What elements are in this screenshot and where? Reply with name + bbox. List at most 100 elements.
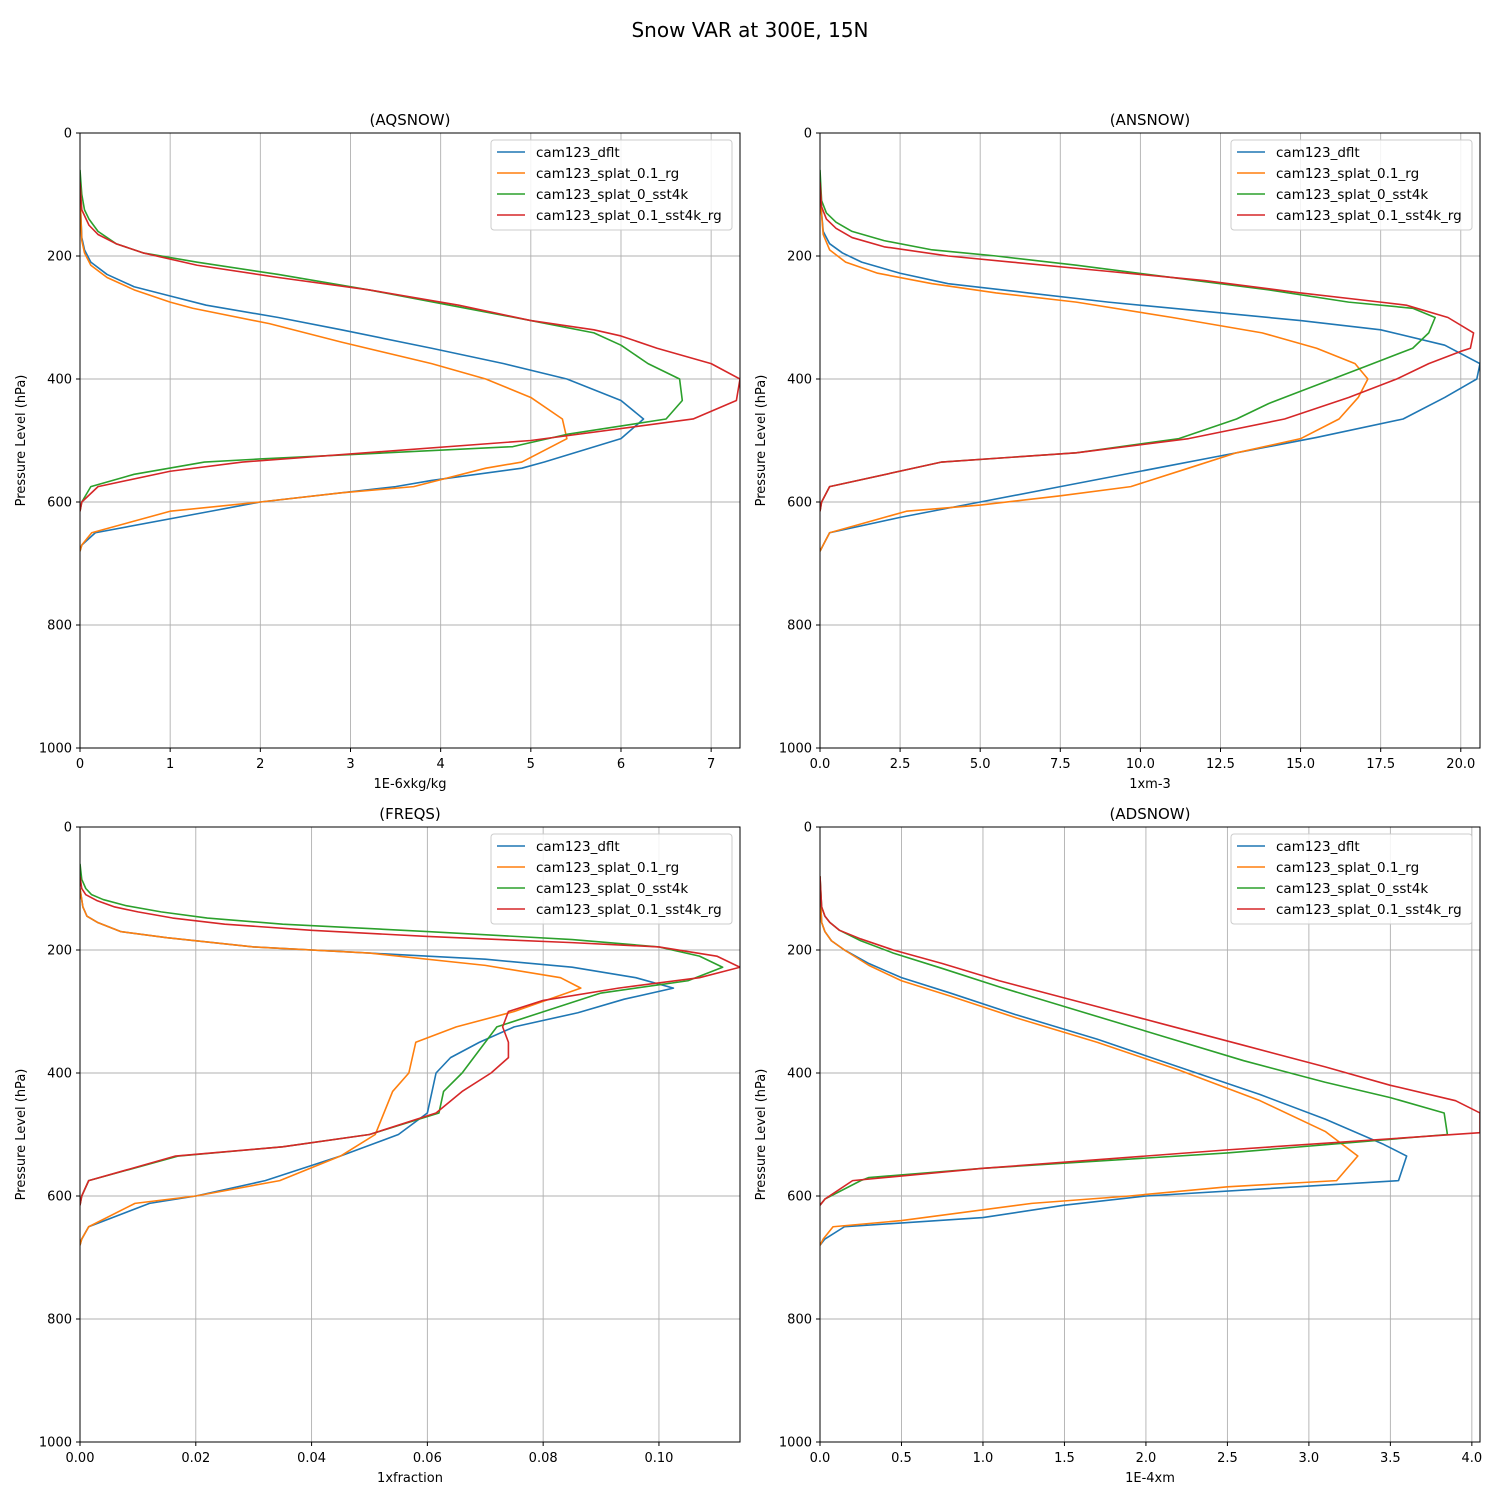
y-axis-label: Pressure Level (hPa) [14,1069,29,1201]
y-tick-label: 0 [804,127,812,142]
x-axis-label: 1E-4xm [1125,1471,1175,1486]
legend: cam123_dflt cam123_splat_0.1_rg cam123_spl… [1230,833,1473,925]
legend-box [1230,833,1473,925]
x-tick-label: 3.5 [1380,1451,1401,1466]
legend-label: cam123_splat_0_sst4k [1276,187,1428,203]
y-axis-label: Pressure Level (hPa) [14,375,29,507]
x-tick-label: 7 [707,757,715,772]
y-tick-label: 400 [47,373,72,388]
legend-label: cam123_dflt [1276,145,1360,161]
legend-label: cam123_splat_0.1_sst4k_rg [536,902,722,918]
y-axis-label: Pressure Level (hPa) [754,1069,769,1201]
series-line-cam123-splat-0-1-rg [80,888,582,1246]
panel-title: (FREQS) [379,805,441,823]
series-line-cam123-splat-0-1-sst4k-rg [80,876,740,1206]
y-tick-label: 800 [787,619,812,634]
y-tick-label: 800 [47,1313,72,1328]
y-tick-label: 400 [47,1067,72,1082]
legend-label: cam123_dflt [536,145,620,161]
panel-title: (ADSNOW) [1110,805,1191,823]
x-tick-label: 7.5 [1050,757,1071,772]
axes-frame [819,826,1481,1443]
y-tick-label: 0 [804,821,812,836]
legend-label: cam123_splat_0_sst4k [1276,881,1428,897]
x-tick-label: 2.5 [890,757,911,772]
x-axis-label: 1xfraction [377,1471,443,1486]
x-tick-label: 4 [437,757,445,772]
legend-label: cam123_splat_0.1_rg [1276,166,1419,182]
x-axis-label: 1xm-3 [1129,777,1171,792]
x-tick-label: 0 [76,757,84,772]
legend-label: cam123_splat_0.1_sst4k_rg [1276,902,1462,918]
y-tick-label: 800 [787,1313,812,1328]
legend-label: cam123_splat_0.1_sst4k_rg [1276,208,1462,224]
x-tick-label: 3 [346,757,354,772]
series-line-cam123-splat-0-sst4k [80,169,684,512]
y-tick-label: 600 [47,496,72,511]
y-tick-label: 0 [64,821,72,836]
x-tick-label: 2.5 [1217,1451,1238,1466]
x-tick-label: 0.04 [297,1451,326,1466]
panel-title: (AQSNOW) [370,111,451,129]
y-tick-label: 200 [47,944,72,959]
legend-label: cam123_splat_0.1_rg [1276,860,1419,876]
y-tick-label: 400 [787,373,812,388]
y-tick-label: 400 [787,1067,812,1082]
x-tick-label: 6 [617,757,625,772]
x-tick-label: 0.00 [66,1451,95,1466]
x-tick-label: 0.0 [810,1451,831,1466]
x-tick-label: 1.5 [1054,1451,1075,1466]
x-tick-label: 15.0 [1286,757,1315,772]
y-tick-label: 600 [47,1190,72,1205]
legend-box [490,833,733,925]
panel-aqsnow: 0 1 2 3 4 5 6 7 0 200 400 600 800 1000 (AQSNOW) 1E-6xkg… [14,111,741,792]
legend-label: cam123_dflt [1276,839,1360,855]
series-line-cam123-splat-0-1-rg [80,194,568,552]
x-tick-label: 0.02 [181,1451,210,1466]
x-tick-label: 0.5 [891,1451,912,1466]
x-tick-label: 0.06 [413,1451,442,1466]
legend: cam123_dflt cam123_splat_0.1_rg cam123_spl… [490,139,733,231]
y-tick-label: 1000 [779,1436,812,1451]
y-tick-label: 200 [787,944,812,959]
legend-label: cam123_splat_0.1_rg [536,860,679,876]
y-axis-label: Pressure Level (hPa) [754,375,769,507]
panel-freqs: 0.00 0.02 0.04 0.06 0.08 0.10 0 200 400 600 800 100… [14,805,741,1486]
series-line-cam123-splat-0-1-rg [820,888,1359,1246]
x-tick-label: 10.0 [1126,757,1155,772]
x-tick-label: 5 [527,757,535,772]
y-tick-label: 0 [64,127,72,142]
legend-box [490,139,733,231]
series-line-cam123-splat-0-1-rg [820,194,1369,552]
y-tick-label: 600 [787,1190,812,1205]
y-tick-label: 800 [47,619,72,634]
legend: cam123_dflt cam123_splat_0.1_rg cam123_spl… [490,833,733,925]
x-tick-label: 0.08 [529,1451,558,1466]
axes-frame [79,132,741,749]
legend-label: cam123_dflt [536,839,620,855]
legend: cam123_dflt cam123_splat_0.1_rg cam123_spl… [1230,139,1473,231]
axes-frame [819,132,1481,749]
x-axis-label: 1E-6xkg/kg [373,777,446,792]
x-tick-label: 0.10 [644,1451,673,1466]
y-tick-label: 200 [47,250,72,265]
series-line-cam123-splat-0-1-sst4k-rg [80,182,740,512]
y-tick-label: 200 [787,250,812,265]
legend-label: cam123_splat_0_sst4k [536,881,688,897]
legend-label: cam123_splat_0_sst4k [536,187,688,203]
y-tick-label: 1000 [39,742,72,757]
x-tick-label: 5.0 [970,757,991,772]
series-line-cam123-splat-0-1-sst4k-rg [820,876,1480,1206]
x-tick-label: 4.0 [1462,1451,1483,1466]
x-tick-label: 17.5 [1366,757,1395,772]
y-tick-label: 600 [787,496,812,511]
x-tick-label: 1.0 [973,1451,994,1466]
axes-frame [79,826,741,1443]
legend-label: cam123_splat_0.1_sst4k_rg [536,208,722,224]
figure-title: Snow VAR at 300E, 15N [631,18,868,42]
x-tick-label: 1 [166,757,174,772]
x-tick-label: 12.5 [1206,757,1235,772]
legend-label: cam123_splat_0.1_rg [536,166,679,182]
